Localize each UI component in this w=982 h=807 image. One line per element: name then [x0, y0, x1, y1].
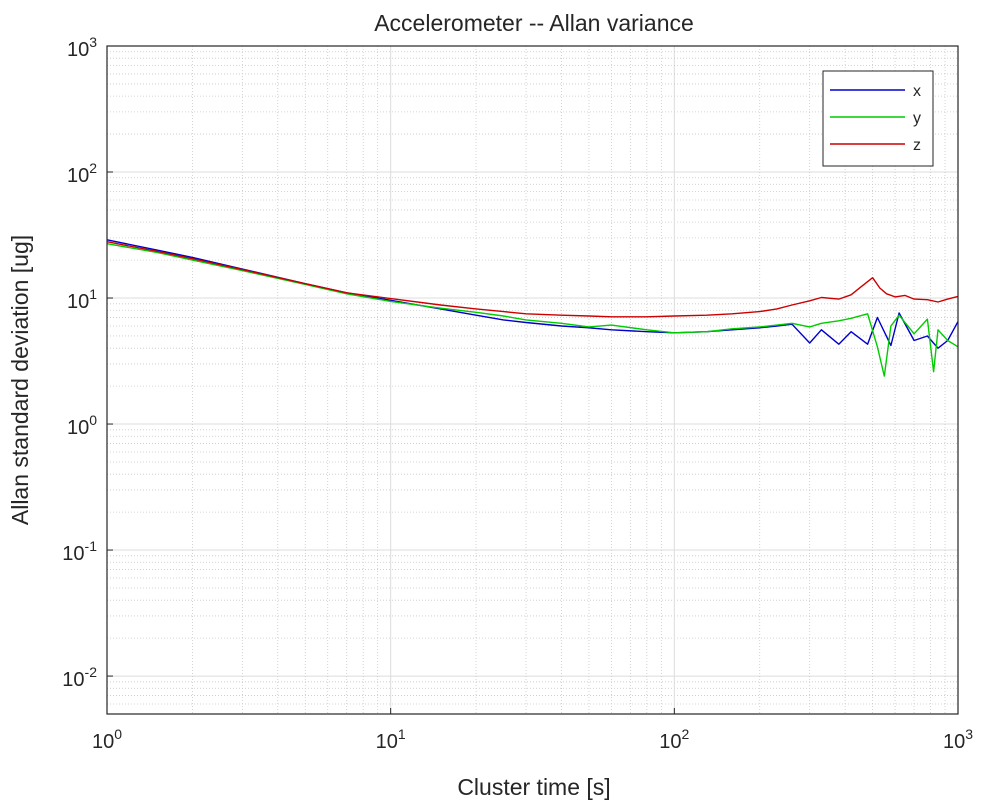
series-line-y — [106, 243, 959, 377]
legend-label-x: x — [913, 83, 921, 100]
tick-labels: 100 101 102 103 10-2 10-1 100 101 102 103 — [62, 34, 973, 753]
plot-area — [107, 46, 958, 714]
chart-title: Accelerometer -- Allan variance — [374, 10, 694, 36]
legend-label-z: z — [913, 137, 921, 154]
x-tick-label: 100 — [92, 726, 122, 753]
x-tick-label: 101 — [376, 726, 406, 753]
x-axis-label: Cluster time [s] — [457, 774, 610, 800]
x-tick-label: 103 — [943, 726, 973, 753]
legend-label-y: y — [913, 110, 921, 127]
y-axis-label: Allan standard deviation [ug] — [7, 235, 33, 525]
series-line-z — [106, 241, 959, 318]
y-tick-label: 101 — [67, 286, 97, 313]
y-tick-label: 102 — [67, 160, 97, 187]
series-lines — [106, 239, 959, 377]
y-tick-label: 10-2 — [62, 664, 97, 691]
plot-frame — [106, 45, 959, 715]
x-tick-label: 102 — [659, 726, 689, 753]
legend-box — [822, 70, 934, 167]
y-tick-label: 103 — [67, 34, 97, 61]
legend: xyz — [822, 70, 934, 167]
y-tick-label: 100 — [67, 412, 97, 439]
y-tick-label: 10-1 — [62, 538, 97, 565]
